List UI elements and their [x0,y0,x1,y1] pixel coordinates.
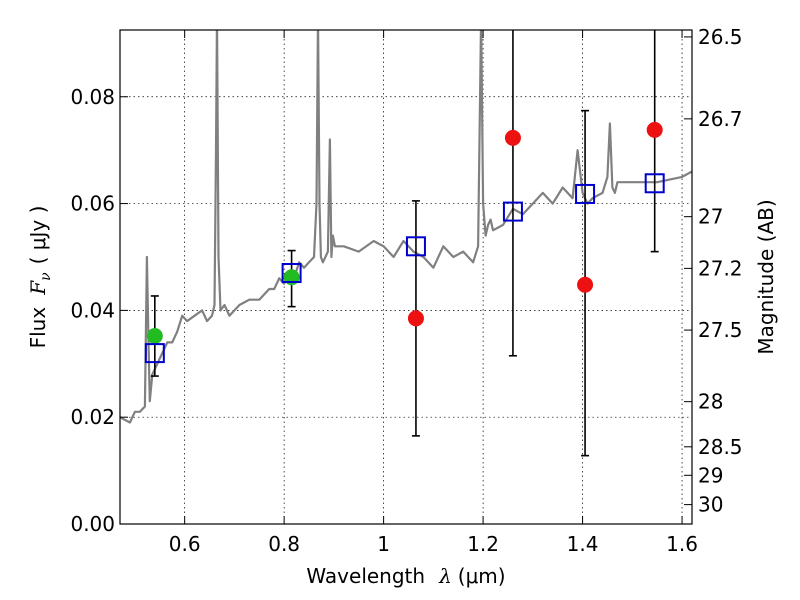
mag-tick-label: 26.5 [698,25,743,49]
mag-tick-label: 28.5 [698,435,743,459]
x-tick-label: 0.8 [268,532,300,556]
y-tick-label: 0.08 [70,85,115,109]
model-photometry-square [502,201,523,222]
x-tick-label: 1.2 [467,532,499,556]
observed-point [146,328,163,345]
x-tick-label: 1 [377,532,390,556]
x-tick-label: 1.6 [666,532,698,556]
magnitude-axis: 26.5 26.7 27 27.2 27.5 28 28.5 29 30 [684,25,743,517]
observed-point [407,310,424,327]
model-photometry-square [644,173,665,194]
mag-tick-label: 29 [698,463,723,487]
grid [120,30,692,524]
y-tick-label: 0.02 [70,405,115,429]
model-spectrum-line [120,30,692,424]
magnitude-axis-label: Magnitude (AB) [754,199,778,354]
observed-point [504,129,521,146]
y-tick-label: 0.00 [70,512,115,536]
observed-point [577,276,594,293]
data-layer [120,30,692,424]
mag-tick-label: 27.5 [698,318,743,342]
y-axis-label: FluxFν( μJy ) [26,206,54,349]
y-tick-label: 0.06 [70,192,115,216]
model-photometry-square [575,183,596,204]
mag-tick-label: 27.2 [698,256,743,280]
mag-tick-label: 30 [698,493,723,517]
x-tick-label: 0.6 [169,532,201,556]
x-axis: 0.6 0.8 1 1.2 1.4 1.6 [169,30,698,556]
y-axis: 0.00 0.02 0.04 0.06 0.08 [70,85,128,536]
plot-frame [119,29,693,525]
mag-tick-label: 26.7 [698,107,743,131]
model-photometry-square [281,262,302,283]
model-photometry-square [144,343,165,364]
mag-tick-label: 27 [698,205,723,229]
observed-point [646,121,663,138]
x-tick-label: 1.4 [567,532,599,556]
model-photometry-square [405,236,426,257]
error-bars [144,30,665,457]
x-axis-label: Wavelength λ (μm) [306,564,505,588]
y-tick-label: 0.04 [70,298,115,322]
mag-tick-label: 28 [698,390,723,414]
